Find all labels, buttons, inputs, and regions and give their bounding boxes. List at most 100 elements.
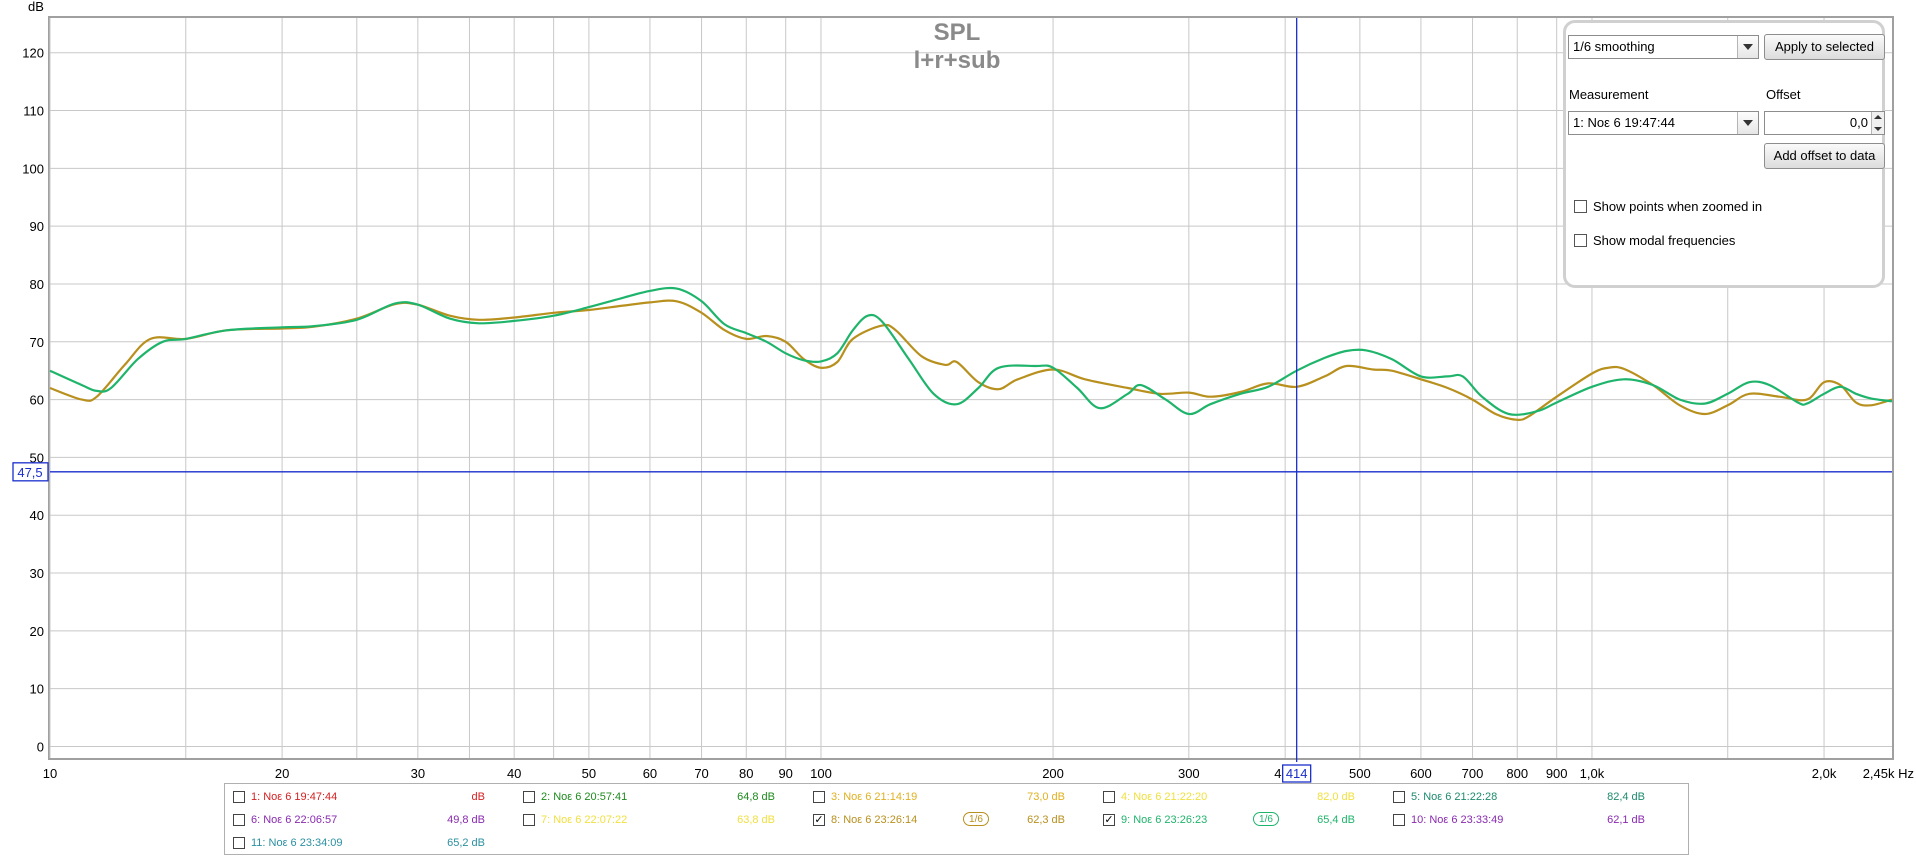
legend-item-1[interactable]: 1: Noε 6 19:47:44 dB	[233, 788, 485, 806]
x-tick-label: 70	[694, 766, 708, 781]
offset-label: Offset	[1766, 87, 1801, 102]
x-tick-label: 2,0k	[1812, 766, 1837, 781]
series-line-2[interactable]	[49, 286, 1893, 416]
chart-subtitle: l+r+sub	[914, 47, 1001, 74]
legend-checkbox[interactable]	[1103, 791, 1115, 803]
show-modal-label: Show modal frequencies	[1593, 233, 1736, 248]
legend-checkbox[interactable]	[233, 837, 245, 849]
legend-item-9[interactable]: ✓ 9: Noε 6 23:26:23 1/6 65,4 dB	[1103, 811, 1355, 829]
y-tick-label: 120	[22, 46, 44, 61]
legend-checkbox[interactable]: ✓	[813, 814, 825, 826]
legend-item-8[interactable]: ✓ 8: Noε 6 23:26:14 1/6 62,3 dB	[813, 811, 1065, 829]
y-tick-label: 10	[30, 682, 44, 697]
legend-checkbox[interactable]: ✓	[1103, 814, 1115, 826]
x-tick-label: 1,0k	[1580, 766, 1605, 781]
legend-item-10[interactable]: 10: Noε 6 23:33:49 62,1 dB	[1393, 811, 1645, 829]
spinner-icon[interactable]	[1871, 112, 1884, 134]
legend-name: 8: Noε 6 23:26:14	[831, 814, 918, 826]
legend-item-3[interactable]: 3: Noε 6 21:14:19 73,0 dB	[813, 788, 1065, 806]
x-tick-label: 10	[43, 766, 57, 781]
legend-item-2[interactable]: 2: Noε 6 20:57:41 64,8 dB	[523, 788, 775, 806]
legend-checkbox[interactable]	[1393, 791, 1405, 803]
show-points-checkbox[interactable]	[1574, 200, 1587, 213]
x-tick-label: 80	[739, 766, 753, 781]
legend-name: 1: Noε 6 19:47:44	[251, 791, 338, 803]
smoothing-value: 1/6 smoothing	[1573, 39, 1655, 54]
show-points-label: Show points when zoomed in	[1593, 199, 1763, 214]
offset-value: 0,0	[1849, 115, 1868, 130]
x-tick-label: 800	[1506, 766, 1528, 781]
legend-name: 11: Noε 6 23:34:09	[251, 837, 343, 849]
x-tick-label: 50	[582, 766, 596, 781]
legend-name: 7: Noε 6 22:07:22	[541, 814, 628, 826]
chevron-down-icon[interactable]	[1737, 112, 1758, 134]
x-tick-label: 300	[1178, 766, 1200, 781]
cursor-y-readout: 47,5	[17, 465, 42, 480]
legend-item-6[interactable]: 6: Noε 6 22:06:57 49,8 dB	[233, 811, 485, 829]
x-tick-label: 700	[1462, 766, 1484, 781]
y-tick-label: 40	[30, 508, 44, 523]
legend-checkbox[interactable]	[233, 814, 245, 826]
legend-value: 49,8 dB	[447, 814, 485, 826]
apply-to-selected-button[interactable]: Apply to selected	[1764, 34, 1885, 60]
legend-value: 82,4 dB	[1607, 791, 1645, 803]
legend-item-5[interactable]: 5: Noε 6 21:22:28 82,4 dB	[1393, 788, 1645, 806]
legend-value: 82,0 dB	[1317, 791, 1355, 803]
y-tick-label: 20	[30, 624, 44, 639]
series-line-1[interactable]	[49, 299, 1893, 421]
x-tick-label: 40	[507, 766, 521, 781]
y-tick-label: 90	[30, 219, 44, 234]
cursor-x-readout: 414	[1286, 766, 1308, 781]
x-tick-label: 90	[778, 766, 792, 781]
legend-value: 65,4 dB	[1317, 814, 1355, 826]
legend-smoothing-badge[interactable]: 1/6	[963, 812, 989, 826]
x-tick-label: 30	[411, 766, 425, 781]
legend-name: 9: Noε 6 23:26:23	[1121, 814, 1208, 826]
legend-value: 64,8 dB	[737, 791, 775, 803]
legend-name: 3: Noε 6 21:14:19	[831, 791, 918, 803]
legend-name: 5: Noε 6 21:22:28	[1411, 791, 1498, 803]
chevron-down-icon[interactable]	[1737, 36, 1758, 58]
legend-value: 62,3 dB	[1027, 814, 1065, 826]
measurement-value: 1: Noε 6 19:47:44	[1573, 115, 1675, 130]
legend-value: 73,0 dB	[1027, 791, 1065, 803]
y-tick-label: 70	[30, 335, 44, 350]
cursor-y-readout-box	[12, 462, 49, 482]
legend-checkbox[interactable]	[523, 814, 535, 826]
x-tick-label: 500	[1349, 766, 1371, 781]
y-tick-label: 0	[37, 739, 44, 754]
x-tick-label: 900	[1546, 766, 1568, 781]
x-tick-label: 20	[275, 766, 289, 781]
legend-name: 6: Noε 6 22:06:57	[251, 814, 338, 826]
legend-checkbox[interactable]	[1393, 814, 1405, 826]
y-axis-label: dB	[28, 0, 44, 14]
legend-name: 4: Noε 6 21:22:20	[1121, 791, 1208, 803]
legend-checkbox[interactable]	[233, 791, 245, 803]
legend-item-11[interactable]: 11: Noε 6 23:34:09 65,2 dB	[233, 834, 485, 852]
measurement-legend: 1: Noε 6 19:47:44 dB 2: Noε 6 20:57:41 64,8…	[224, 783, 1689, 855]
legend-checkbox[interactable]	[523, 791, 535, 803]
y-tick-label: 30	[30, 566, 44, 581]
offset-input[interactable]: 0,0	[1764, 111, 1885, 135]
x-tick-label: 600	[1410, 766, 1432, 781]
x-tick-label: 60	[643, 766, 657, 781]
x-tick-label: 2,45k Hz	[1863, 766, 1914, 781]
y-tick-label: 60	[30, 393, 44, 408]
legend-value: dB	[471, 791, 485, 803]
legend-checkbox[interactable]	[813, 791, 825, 803]
y-tick-label: 50	[30, 450, 44, 465]
measurement-dropdown[interactable]: 1: Noε 6 19:47:44	[1568, 111, 1759, 135]
legend-item-4[interactable]: 4: Noε 6 21:22:20 82,0 dB	[1103, 788, 1355, 806]
x-tick-label: 200	[1042, 766, 1064, 781]
controls-panel: 1/6 smoothing Apply to selected Measurem…	[1563, 20, 1885, 288]
legend-name: 2: Noε 6 20:57:41	[541, 791, 628, 803]
legend-item-7[interactable]: 7: Noε 6 22:07:22 63,8 dB	[523, 811, 775, 829]
legend-value: 65,2 dB	[447, 837, 485, 849]
add-offset-button[interactable]: Add offset to data	[1764, 143, 1885, 169]
smoothing-dropdown[interactable]: 1/6 smoothing	[1568, 35, 1759, 59]
measurement-label: Measurement	[1569, 87, 1649, 102]
legend-smoothing-badge[interactable]: 1/6	[1253, 812, 1279, 826]
legend-value: 63,8 dB	[737, 814, 775, 826]
y-tick-label: 80	[30, 277, 44, 292]
show-modal-checkbox[interactable]	[1574, 234, 1587, 247]
